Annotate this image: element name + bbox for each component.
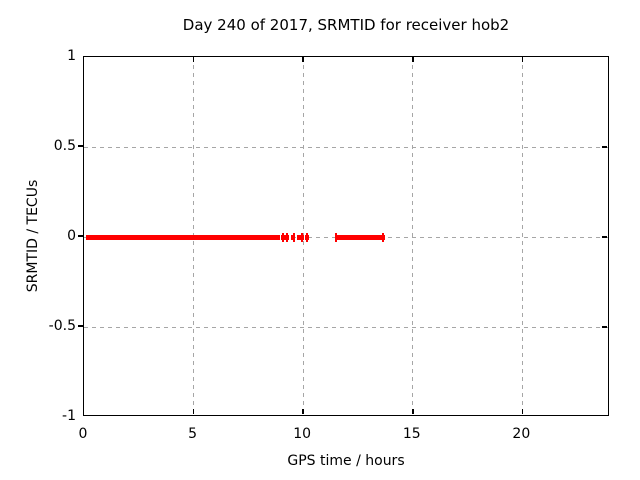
data-segment: [86, 234, 280, 240]
y-tick-mark-right: [602, 236, 607, 238]
plus-marker: [282, 232, 284, 242]
gridline-horizontal: [84, 146, 610, 148]
chart-title: Day 240 of 2017, SRMTID for receiver hob…: [182, 16, 510, 34]
y-tick-mark-right: [602, 326, 607, 328]
y-tick-label: 0.5: [53, 138, 76, 154]
x-tick-label: 5: [188, 426, 198, 442]
gridline-vertical: [521, 57, 523, 417]
y-tick-mark-left: [78, 325, 83, 327]
x-tick-label: 10: [293, 426, 312, 442]
data-segment: [297, 234, 305, 240]
y-tick-label: -0.5: [48, 318, 76, 334]
x-tick-mark: [302, 409, 304, 414]
x-tick-label: 15: [402, 426, 421, 442]
x-tick-mark: [521, 409, 524, 414]
y-tick-label: 0: [67, 228, 76, 244]
x-tick-mark: [192, 409, 195, 414]
x-tick-mark-top: [302, 57, 304, 62]
y-tick-mark-left: [78, 235, 83, 237]
plus-marker: [335, 232, 338, 242]
x-tick-mark: [412, 409, 414, 414]
plus-marker: [286, 232, 289, 242]
x-tick-mark-top: [412, 57, 414, 62]
data-segment: [281, 234, 289, 240]
x-tick-label: 20: [512, 426, 531, 442]
data-segment: [334, 234, 386, 240]
plus-marker: [301, 232, 304, 242]
gridline-horizontal: [84, 326, 610, 328]
x-axis-label: GPS time / hours: [287, 453, 405, 469]
plot-area: [83, 56, 610, 417]
y-tick-mark-right: [602, 146, 607, 148]
plus-marker: [381, 232, 384, 242]
x-tick-mark-top: [192, 57, 195, 62]
x-tick-label: 0: [78, 426, 88, 442]
x-tick-mark-top: [521, 57, 524, 62]
y-tick-mark-left: [78, 145, 83, 147]
y-tick-label: 1: [67, 48, 76, 64]
plus-marker: [292, 232, 295, 242]
gridline-vertical: [412, 57, 414, 417]
y-tick-label: -1: [62, 408, 76, 424]
plus-marker: [305, 232, 308, 242]
